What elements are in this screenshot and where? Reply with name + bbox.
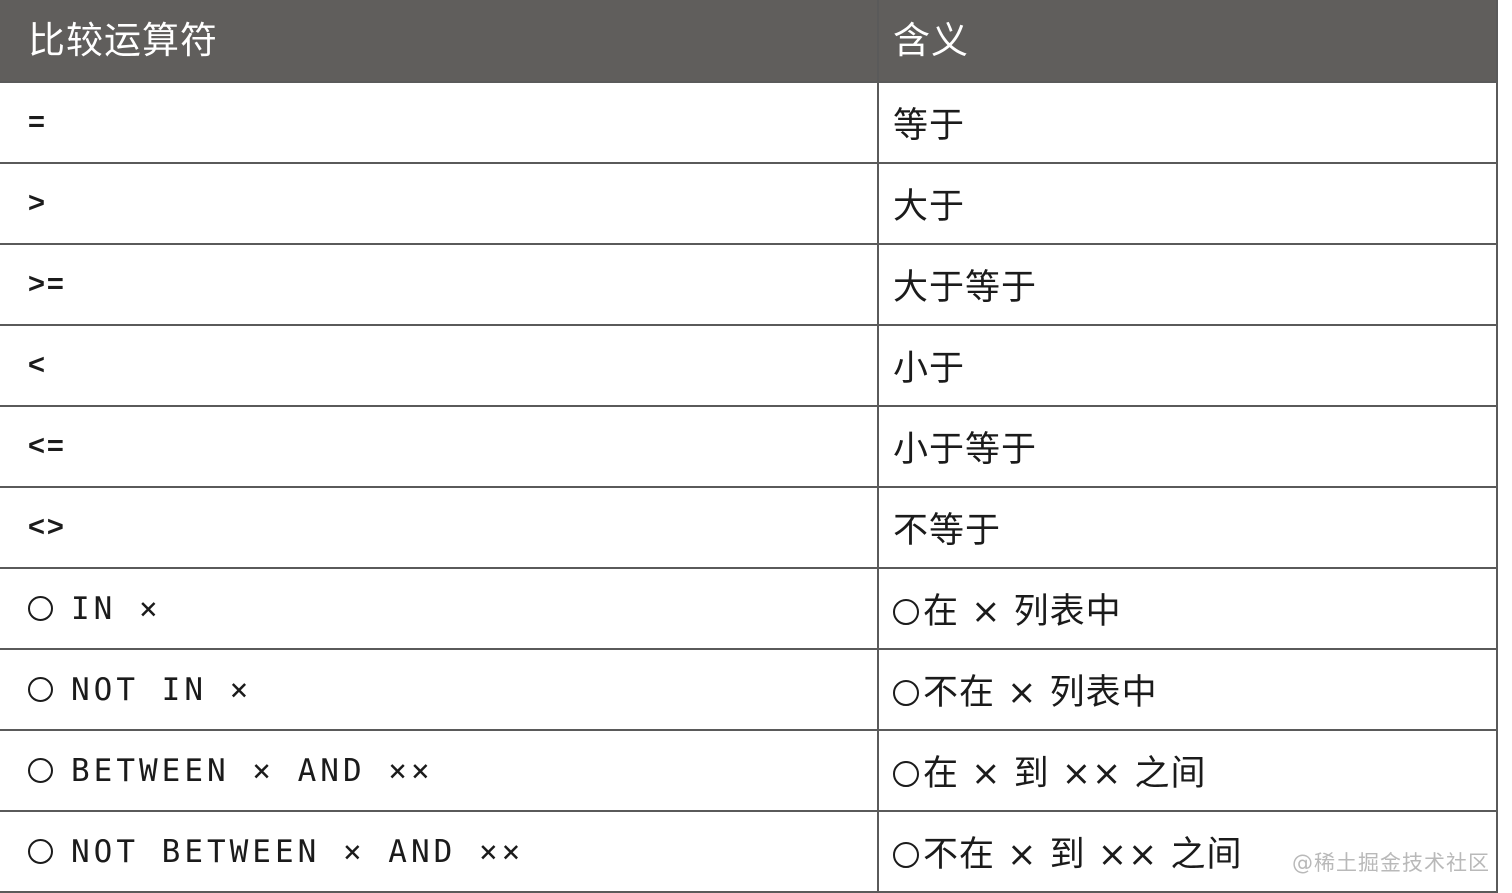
cell-meaning: 大于 <box>877 162 1498 245</box>
cell-meaning: 大于等于 <box>877 243 1498 326</box>
cell-meaning: 在 × 列表中 <box>877 567 1498 650</box>
meaning-text: 在 × 到 ×× 之间 <box>923 754 1207 794</box>
cell-operator: BETWEEN × AND ×× <box>0 729 879 812</box>
circle-placeholder-icon <box>893 599 919 625</box>
circle-placeholder-icon <box>28 757 53 783</box>
cell-operator: > <box>0 162 879 245</box>
cell-meaning: 不等于 <box>877 486 1498 569</box>
table-row: = 等于 <box>0 81 1498 164</box>
table-row: <> 不等于 <box>0 486 1498 569</box>
table-row: BETWEEN × AND ×× 在 × 到 ×× 之间 <box>0 729 1498 812</box>
meaning-text: 不等于 <box>893 511 1002 551</box>
operator-text: NOT IN × <box>71 671 253 708</box>
cell-operator: NOT BETWEEN × AND ×× <box>0 810 879 893</box>
cell-meaning: 在 × 到 ×× 之间 <box>877 729 1498 812</box>
circle-placeholder-icon <box>893 761 919 787</box>
cell-operator: <= <box>0 405 879 488</box>
operator-text: >= <box>28 268 66 300</box>
cell-operator: <> <box>0 486 879 569</box>
meaning-text: 等于 <box>893 106 966 146</box>
cell-meaning: 小于 <box>877 324 1498 407</box>
circle-placeholder-icon <box>28 838 53 864</box>
meaning-text: 小于 <box>893 349 966 389</box>
table-body: = 等于 > 大于 >= 大于等 <box>0 81 1498 893</box>
operator-text: <> <box>28 511 66 543</box>
table-row: > 大于 <box>0 162 1498 245</box>
meaning-text: 不在 × 到 ×× 之间 <box>923 835 1243 875</box>
operator-text: NOT BETWEEN × AND ×× <box>71 833 525 870</box>
operator-text: <= <box>28 430 66 462</box>
operator-text: < <box>28 349 47 381</box>
cell-operator: IN × <box>0 567 879 650</box>
circle-placeholder-icon <box>893 842 919 868</box>
operator-text: > <box>28 187 47 219</box>
operator-text: BETWEEN × AND ×× <box>71 752 434 789</box>
operator-text: IN × <box>71 590 162 627</box>
circle-placeholder-icon <box>893 680 919 706</box>
column-header-meaning: 含义 <box>877 0 1498 83</box>
cell-operator: NOT IN × <box>0 648 879 731</box>
table-row: < 小于 <box>0 324 1498 407</box>
operator-text: = <box>28 106 47 138</box>
table-row: IN × 在 × 列表中 <box>0 567 1498 650</box>
cell-meaning: 小于等于 <box>877 405 1498 488</box>
circle-placeholder-icon <box>28 595 53 621</box>
cell-operator: >= <box>0 243 879 326</box>
cell-meaning: 不在 × 到 ×× 之间 <box>877 810 1498 893</box>
cell-operator: < <box>0 324 879 407</box>
meaning-text: 小于等于 <box>893 430 1038 470</box>
cell-meaning: 等于 <box>877 81 1498 164</box>
column-header-operator: 比较运算符 <box>0 0 879 83</box>
table-header-row: 比较运算符 含义 <box>0 0 1498 83</box>
meaning-text: 在 × 列表中 <box>923 592 1122 632</box>
table-row: NOT IN × 不在 × 列表中 <box>0 648 1498 731</box>
table-row: NOT BETWEEN × AND ×× 不在 × 到 ×× 之间 <box>0 810 1498 893</box>
meaning-text: 大于等于 <box>893 268 1038 308</box>
meaning-text: 大于 <box>893 187 966 227</box>
circle-placeholder-icon <box>28 676 53 702</box>
table-header: 比较运算符 含义 <box>0 0 1498 83</box>
table-row: <= 小于等于 <box>0 405 1498 488</box>
table-row: >= 大于等于 <box>0 243 1498 326</box>
meaning-text: 不在 × 列表中 <box>923 673 1158 713</box>
cell-meaning: 不在 × 列表中 <box>877 648 1498 731</box>
cell-operator: = <box>0 81 879 164</box>
